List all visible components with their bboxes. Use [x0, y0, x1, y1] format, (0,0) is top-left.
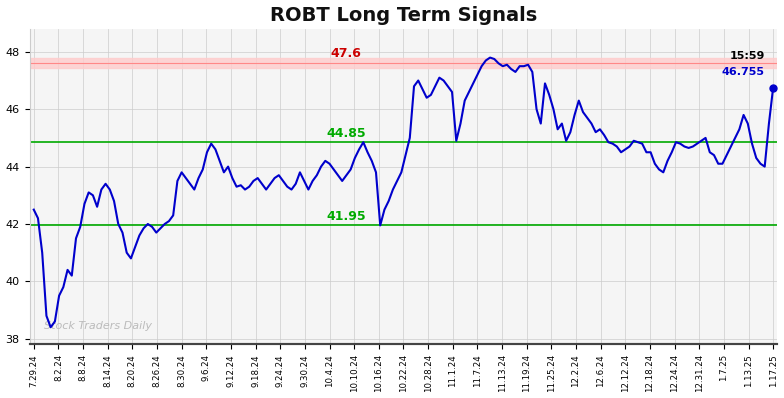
- Text: 15:59: 15:59: [729, 51, 764, 61]
- Text: 41.95: 41.95: [326, 210, 366, 223]
- Text: Stock Traders Daily: Stock Traders Daily: [45, 321, 152, 331]
- Text: 44.85: 44.85: [326, 127, 366, 140]
- Title: ROBT Long Term Signals: ROBT Long Term Signals: [270, 6, 537, 25]
- Text: 46.755: 46.755: [722, 66, 764, 77]
- Bar: [30, 58, 778, 68]
- Text: 47.6: 47.6: [331, 47, 361, 60]
